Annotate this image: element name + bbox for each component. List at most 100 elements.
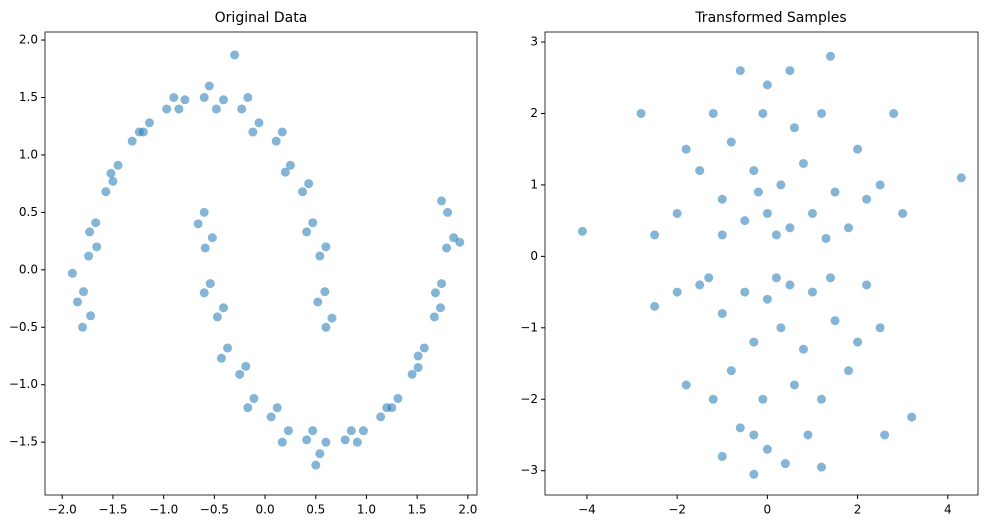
y-tick-label: 1 — [530, 177, 538, 191]
point — [844, 366, 854, 376]
y-tick-label: 0.5 — [19, 205, 38, 219]
point — [749, 166, 759, 176]
point — [816, 462, 826, 472]
point — [956, 173, 966, 183]
x-tick-label: −0.5 — [200, 503, 229, 517]
point — [762, 294, 772, 304]
y-tick-label: −2 — [520, 392, 538, 406]
point — [681, 144, 691, 154]
point — [776, 180, 786, 190]
point — [762, 80, 772, 90]
point — [358, 426, 368, 436]
point — [393, 393, 403, 403]
point — [862, 194, 872, 204]
point — [681, 380, 691, 390]
point — [821, 233, 831, 243]
point — [875, 180, 885, 190]
x-tick-label: −1.0 — [149, 503, 178, 517]
point — [237, 104, 247, 114]
point — [211, 104, 221, 114]
point — [853, 337, 863, 347]
point — [304, 179, 314, 189]
point — [807, 208, 817, 218]
point — [826, 51, 836, 61]
point — [830, 187, 840, 197]
point — [816, 108, 826, 118]
point — [798, 158, 808, 168]
point — [340, 435, 350, 445]
point — [758, 394, 768, 404]
point — [85, 227, 95, 237]
point — [413, 362, 423, 372]
x-tick-label: 4 — [944, 503, 952, 517]
point — [302, 435, 312, 445]
point — [749, 430, 759, 440]
point — [162, 104, 172, 114]
point — [91, 218, 101, 228]
point — [113, 160, 123, 170]
x-tick-label: −4 — [578, 503, 596, 517]
point — [749, 469, 759, 479]
point — [200, 243, 210, 253]
point — [636, 108, 646, 118]
x-tick-label: −2.0 — [48, 503, 77, 517]
point — [266, 412, 276, 422]
y-tick-label: −3 — [520, 463, 538, 477]
point — [169, 92, 179, 102]
point — [207, 233, 217, 243]
x-tick-label: 0.5 — [306, 503, 325, 517]
point — [352, 437, 362, 447]
y-tick-label: 3 — [530, 35, 538, 49]
point — [376, 412, 386, 422]
point — [277, 437, 287, 447]
point — [311, 460, 321, 470]
x-tick-label: 0.0 — [256, 503, 275, 517]
point — [672, 287, 682, 297]
point — [92, 242, 102, 252]
point — [803, 430, 813, 440]
x-tick-label: −2 — [668, 503, 686, 517]
point — [650, 230, 660, 240]
point — [413, 351, 423, 361]
point — [243, 403, 253, 413]
point — [72, 297, 82, 307]
point — [78, 322, 88, 332]
point — [298, 187, 308, 197]
y-tick-label: −0.5 — [9, 320, 38, 334]
point — [789, 380, 799, 390]
point — [789, 123, 799, 133]
point — [205, 279, 215, 289]
point — [180, 95, 190, 105]
y-tick-label: −1 — [520, 320, 538, 334]
point — [816, 394, 826, 404]
point — [315, 449, 325, 459]
point — [419, 343, 429, 353]
point — [199, 92, 209, 102]
point — [174, 104, 184, 114]
point — [740, 287, 750, 297]
point — [254, 118, 264, 128]
point — [248, 127, 258, 137]
x-tick-label: 0 — [764, 503, 772, 517]
y-tick-label: −1.0 — [9, 377, 38, 391]
point — [199, 207, 209, 217]
x-tick-label: 1.0 — [357, 503, 376, 517]
point — [740, 216, 750, 226]
point — [442, 243, 452, 253]
point — [762, 444, 772, 454]
y-tick-label: −1.5 — [9, 435, 38, 449]
point — [235, 369, 245, 379]
point — [844, 223, 854, 233]
point — [321, 437, 331, 447]
point — [650, 301, 660, 311]
point — [101, 187, 111, 197]
point — [695, 166, 705, 176]
point — [735, 66, 745, 76]
axes-frame — [44, 31, 478, 496]
point — [277, 127, 287, 137]
point — [758, 108, 768, 118]
point — [830, 316, 840, 326]
point — [735, 423, 745, 433]
point — [762, 208, 772, 218]
